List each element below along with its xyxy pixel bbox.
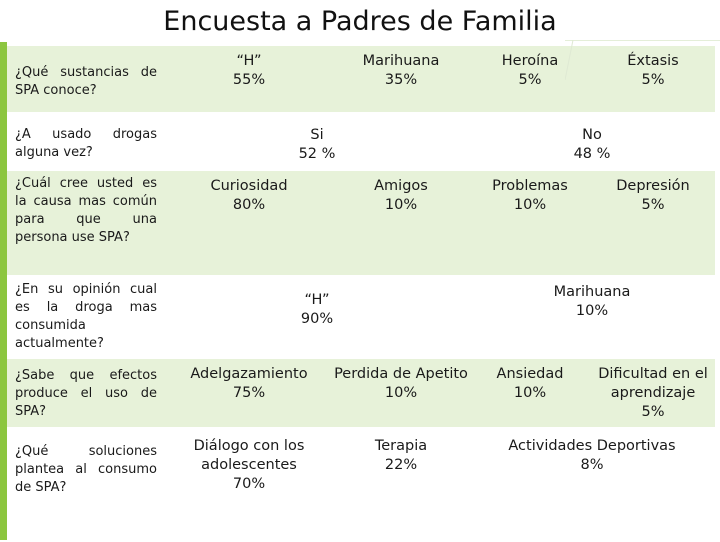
question-cell: ¿En su opinión cual es la droga mas cons… xyxy=(7,276,165,359)
answer-cell: No 48 % xyxy=(469,113,715,171)
question-cell: ¿Qué soluciones plantea al consumo de SP… xyxy=(7,428,165,542)
answer-cell: Marihuana 35% xyxy=(333,46,469,114)
answer-cell: Depresión 5% xyxy=(591,170,715,277)
answer-cell: Éxtasis 5% xyxy=(591,46,715,114)
table-row: ¿A usado drogas alguna vez? Si 52 % No 48 … xyxy=(7,113,715,171)
answer-cell: Actividades Deportivas 8% xyxy=(469,428,715,542)
table-row: ¿Sabe que efectos produce el uso de SPA?… xyxy=(7,358,715,429)
question-cell: ¿Qué sustancias de SPA conoce? xyxy=(7,46,165,114)
table-row: ¿Qué sustancias de SPA conoce? “H” 55% Ma… xyxy=(7,46,715,114)
table-row: ¿En su opinión cual es la droga mas cons… xyxy=(7,276,715,359)
survey-table: ¿Qué sustancias de SPA conoce? “H” 55% Ma… xyxy=(7,46,715,542)
answer-cell: “H” 55% xyxy=(165,46,333,114)
answer-cell: Dificultad en el aprendizaje 5% xyxy=(591,358,715,429)
answer-cell: Curiosidad 80% xyxy=(165,170,333,277)
accent-bar xyxy=(0,42,7,540)
answer-cell: Heroína 5% xyxy=(469,46,591,114)
answer-cell: Ansiedad 10% xyxy=(469,358,591,429)
answer-cell: Si 52 % xyxy=(165,113,469,171)
answer-cell: Perdida de Apetito 10% xyxy=(333,358,469,429)
answer-cell: Marihuana 10% xyxy=(469,276,715,359)
answer-cell: Amigos 10% xyxy=(333,170,469,277)
question-cell: ¿Sabe que efectos produce el uso de SPA? xyxy=(7,358,165,429)
question-cell: ¿A usado drogas alguna vez? xyxy=(7,113,165,171)
table-row: ¿Qué soluciones plantea al consumo de SP… xyxy=(7,428,715,542)
answer-cell: “H” 90% xyxy=(165,276,469,359)
table-row: ¿Cuál cree usted es la causa mas común p… xyxy=(7,170,715,277)
slide-title: Encuesta a Padres de Familia xyxy=(163,6,557,37)
question-cell: ¿Cuál cree usted es la causa mas común p… xyxy=(7,170,165,277)
decorative-lines xyxy=(565,40,720,81)
answer-cell: Adelgazamiento 75% xyxy=(165,358,333,429)
answer-cell: Problemas 10% xyxy=(469,170,591,277)
answer-cell: Terapia 22% xyxy=(333,428,469,542)
answer-cell: Diálogo con los adolescentes 70% xyxy=(165,428,333,542)
